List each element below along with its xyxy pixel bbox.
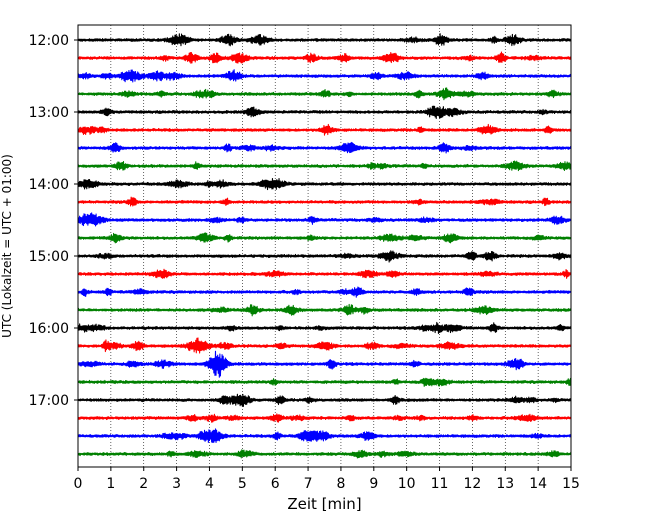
y-tick-label: 14:00	[29, 177, 69, 193]
y-axis-ticks: 12:00 13:00 14:00 15:00 16:00 17:00	[29, 33, 78, 409]
x-tick-label: 15	[562, 476, 580, 492]
x-tick-label: 5	[238, 476, 247, 492]
trace-line	[77, 303, 572, 317]
y-tick-label: 12:00	[29, 33, 69, 49]
y-tick-label: 15:00	[29, 249, 69, 265]
x-axis-ticks: 0 1 2 3 4 5 6 7 8 9 10 11 12 13 14 15	[74, 467, 580, 492]
trace-line	[77, 87, 572, 101]
x-tick-label: 12	[463, 476, 481, 492]
trace-line	[77, 268, 572, 279]
trace-line	[77, 413, 572, 423]
trace-line	[77, 250, 572, 263]
trace-line	[77, 377, 572, 387]
y-tick-label: 17:00	[29, 393, 69, 409]
trace-line	[77, 123, 572, 136]
trace-line	[77, 196, 572, 207]
trace-line	[77, 286, 572, 298]
plot-frame	[77, 24, 572, 468]
trace-line	[77, 212, 572, 227]
trace-line	[77, 177, 572, 191]
x-tick-label: 7	[304, 476, 313, 492]
plot-background	[78, 25, 571, 467]
x-tick-label: 0	[74, 476, 83, 492]
y-axis-label: UTC (Lokalzeit = UTC + 01:00)	[0, 154, 14, 338]
trace-line	[77, 428, 572, 444]
trace-line	[77, 51, 572, 64]
seismogram-traces	[77, 33, 572, 459]
trace-line	[77, 232, 572, 244]
x-tick-label: 4	[205, 476, 214, 492]
trace-line	[77, 69, 572, 83]
x-tick-label: 8	[336, 476, 345, 492]
trace-line	[77, 321, 572, 335]
y-tick-label: 13:00	[29, 105, 69, 121]
trace-line	[77, 350, 572, 378]
x-tick-label: 11	[431, 476, 449, 492]
x-tick-label: 3	[172, 476, 181, 492]
trace-line	[77, 33, 572, 47]
trace-line	[77, 141, 572, 154]
trace-line	[77, 337, 572, 354]
trace-line	[77, 105, 572, 119]
trace-line	[77, 449, 572, 459]
x-tick-label: 2	[139, 476, 148, 492]
trace-line	[77, 393, 572, 407]
x-tick-label: 9	[369, 476, 378, 492]
x-tick-label: 6	[271, 476, 280, 492]
x-tick-label: 1	[106, 476, 115, 492]
x-tick-label: 14	[529, 476, 547, 492]
x-axis-label: Zeit [min]	[287, 495, 361, 513]
trace-line	[77, 160, 572, 172]
x-tick-label: 10	[398, 476, 416, 492]
y-tick-label: 16:00	[29, 321, 69, 337]
x-tick-label: 13	[496, 476, 514, 492]
